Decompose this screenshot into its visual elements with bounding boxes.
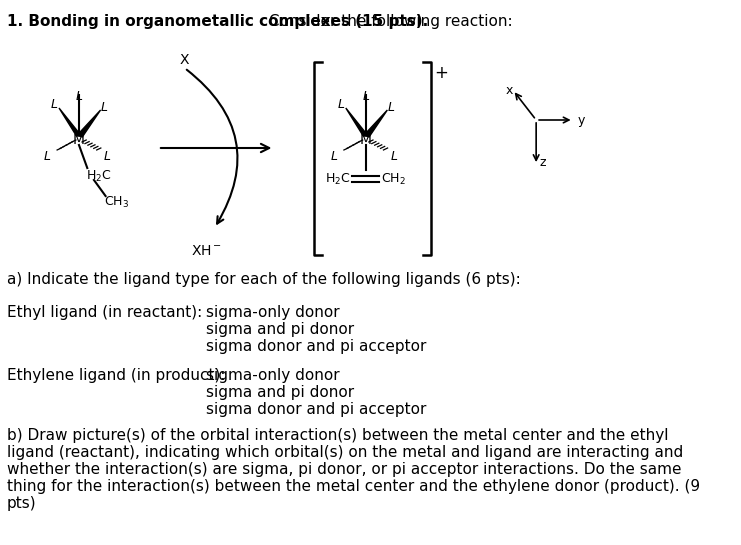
Text: $\mathit{L}$: $\mathit{L}$ <box>75 90 83 103</box>
Text: X: X <box>180 53 189 67</box>
Polygon shape <box>364 110 388 137</box>
Text: $\mathit{L}$: $\mathit{L}$ <box>362 90 370 103</box>
Polygon shape <box>346 108 368 136</box>
Text: y: y <box>578 113 585 126</box>
Text: $\mathit{L}$: $\mathit{L}$ <box>50 98 58 111</box>
Text: Consider the following reaction:: Consider the following reaction: <box>265 14 513 29</box>
Text: $\mathit{L}$: $\mathit{L}$ <box>103 149 111 162</box>
Text: $\mathit{L}$: $\mathit{L}$ <box>330 149 339 162</box>
Polygon shape <box>59 108 82 136</box>
Text: $\mathit{L}$: $\mathit{L}$ <box>43 149 51 162</box>
Text: whether the interaction(s) are sigma, pi donor, or pi acceptor interactions. Do : whether the interaction(s) are sigma, pi… <box>7 462 681 477</box>
FancyArrowPatch shape <box>187 70 238 223</box>
Text: CH$_3$: CH$_3$ <box>104 195 129 209</box>
Text: z: z <box>539 156 546 169</box>
Text: +: + <box>434 64 448 82</box>
Text: sigma and pi donor: sigma and pi donor <box>206 322 354 337</box>
Text: Ethyl ligand (in reactant):: Ethyl ligand (in reactant): <box>7 305 202 320</box>
Text: M: M <box>359 133 372 147</box>
Text: M: M <box>73 133 85 147</box>
Text: b) Draw picture(s) of the orbital interaction(s) between the metal center and th: b) Draw picture(s) of the orbital intera… <box>7 428 668 443</box>
Text: sigma and pi donor: sigma and pi donor <box>206 385 354 400</box>
Text: sigma-only donor: sigma-only donor <box>206 305 340 320</box>
Text: $\mathit{L}$: $\mathit{L}$ <box>390 149 398 162</box>
Text: $\mathit{L}$: $\mathit{L}$ <box>100 100 108 113</box>
Text: $\mathit{L}$: $\mathit{L}$ <box>336 98 345 111</box>
Text: XH$^-$: XH$^-$ <box>190 244 222 258</box>
Text: $\mathit{L}$: $\mathit{L}$ <box>387 100 395 113</box>
Text: 1. Bonding in organometallic complexes (15 pts).: 1. Bonding in organometallic complexes (… <box>7 14 428 29</box>
Text: H$_2$C: H$_2$C <box>86 168 111 184</box>
Polygon shape <box>77 110 101 137</box>
Text: ligand (reactant), indicating which orbital(s) on the metal and ligand are inter: ligand (reactant), indicating which orbi… <box>7 445 683 460</box>
Text: CH$_2$: CH$_2$ <box>381 172 405 186</box>
Text: sigma-only donor: sigma-only donor <box>206 368 340 383</box>
Text: Ethylene ligand (in product):: Ethylene ligand (in product): <box>7 368 225 383</box>
Text: x: x <box>506 84 514 97</box>
Text: sigma donor and pi acceptor: sigma donor and pi acceptor <box>206 339 427 354</box>
Text: pts): pts) <box>7 496 36 511</box>
Text: H$_2$C: H$_2$C <box>325 172 350 186</box>
Text: sigma donor and pi acceptor: sigma donor and pi acceptor <box>206 402 427 417</box>
Text: thing for the interaction(s) between the metal center and the ethylene donor (pr: thing for the interaction(s) between the… <box>7 479 700 494</box>
Text: a) Indicate the ligand type for each of the following ligands (6 pts):: a) Indicate the ligand type for each of … <box>7 272 520 287</box>
